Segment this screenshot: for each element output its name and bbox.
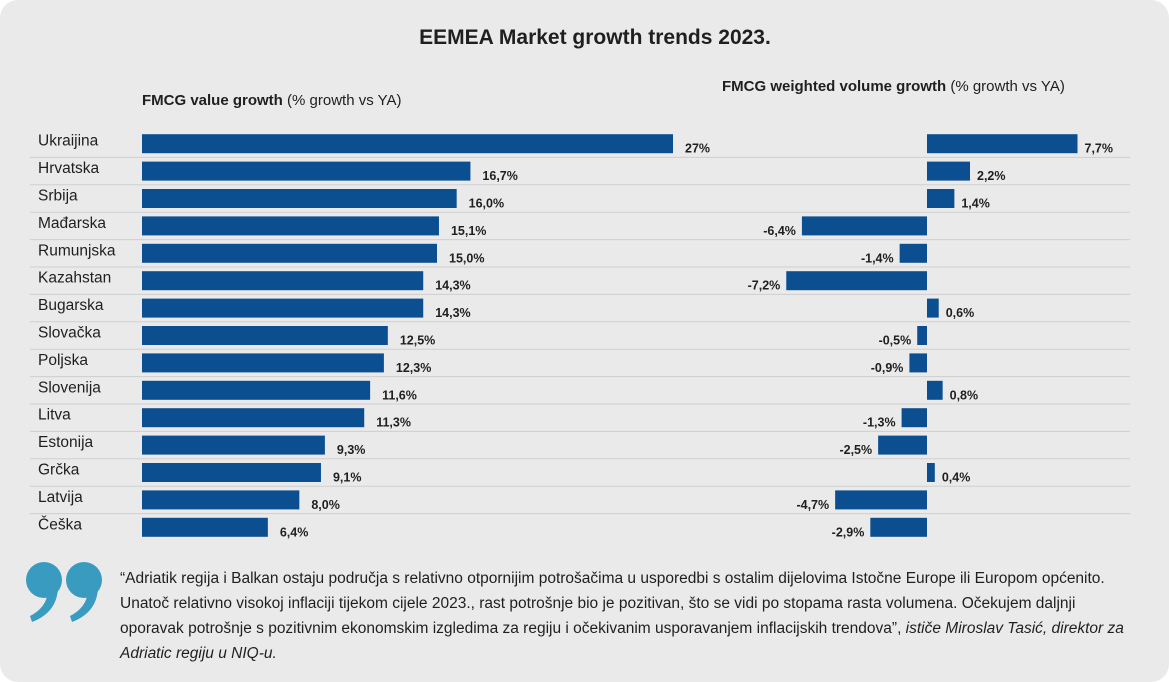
category-label: Latvija <box>38 489 83 506</box>
volume-bar <box>878 435 927 455</box>
category-label: Kazahstan <box>38 270 111 287</box>
value-bar <box>142 435 325 455</box>
value-bar <box>142 517 268 537</box>
left-chart-label: FMCG value growth (% growth vs YA) <box>142 92 402 109</box>
value-bar <box>142 271 424 291</box>
value-data-label: 14,3% <box>435 306 470 320</box>
category-label: Češka <box>38 516 82 533</box>
value-data-label: 12,3% <box>396 361 431 375</box>
volume-bar <box>927 161 970 181</box>
category-label: Bugarska <box>38 297 104 314</box>
quote-mark-icon <box>26 562 102 622</box>
volume-data-label: -2,9% <box>832 525 865 539</box>
value-data-label: 11,6% <box>382 388 417 402</box>
volume-data-label: -1,4% <box>861 251 894 265</box>
value-data-label: 6,4% <box>280 525 309 539</box>
volume-data-label: -4,7% <box>796 498 829 512</box>
category-label: Hrvatska <box>38 160 100 177</box>
left-label-rest: (% growth vs YA) <box>282 92 402 109</box>
value-bar <box>142 134 673 154</box>
value-data-label: 27% <box>685 142 710 156</box>
quote-attribution: ističe Miroslav Tasić, direktor za Adria… <box>120 620 1124 662</box>
category-label: Slovenija <box>38 379 101 396</box>
chart-title: EEMEA Market growth trends 2023. <box>419 26 771 49</box>
value-bar <box>142 380 371 400</box>
volume-data-label: 7,7% <box>1085 142 1114 156</box>
value-bar <box>142 161 471 181</box>
quote-block: “Adriatik regija i Balkan ostaju područj… <box>120 566 1140 666</box>
volume-bar <box>901 408 927 428</box>
volume-bar <box>801 216 927 236</box>
right-label-bold: FMCG weighted volume growth <box>722 78 947 95</box>
volume-data-label: -7,2% <box>748 279 781 293</box>
category-label: Grčka <box>38 462 80 479</box>
category-label: Ukraijina <box>38 133 99 150</box>
value-bar <box>142 326 388 345</box>
value-data-label: 16,7% <box>482 169 517 183</box>
volume-data-label: -0,5% <box>879 334 912 348</box>
volume-data-label: 0,8% <box>950 388 979 402</box>
volume-data-label: -1,3% <box>863 416 896 430</box>
right-chart-label: FMCG weighted volume growth (% growth vs… <box>722 78 1065 95</box>
volume-bar <box>927 134 1078 154</box>
value-bar <box>142 490 300 510</box>
category-label: Poljska <box>38 352 88 369</box>
volume-bar <box>927 189 955 208</box>
category-label: Slovačka <box>38 325 101 342</box>
volume-bar <box>909 353 927 373</box>
value-bar <box>142 189 457 208</box>
value-bar <box>142 463 321 482</box>
value-bar <box>142 298 424 318</box>
value-data-label: 11,3% <box>376 416 411 430</box>
volume-data-label: 1,4% <box>961 197 990 211</box>
value-data-label: 15,0% <box>449 251 484 265</box>
value-data-label: 8,0% <box>311 498 340 512</box>
value-bar <box>142 243 437 263</box>
value-bar <box>142 353 384 373</box>
value-data-label: 9,3% <box>337 443 366 457</box>
volume-data-label: -6,4% <box>763 224 796 238</box>
value-data-label: 16,0% <box>469 197 504 211</box>
category-label: Litva <box>38 407 71 424</box>
volume-bar <box>899 243 927 263</box>
value-data-label: 12,5% <box>400 334 435 348</box>
volume-bar <box>917 326 927 345</box>
volume-bar <box>927 380 943 400</box>
category-label: Rumunjska <box>38 242 116 259</box>
volume-data-label: 0,4% <box>942 471 971 485</box>
volume-bar <box>786 271 927 291</box>
value-bar <box>142 216 439 236</box>
value-data-label: 15,1% <box>451 224 486 238</box>
volume-bar <box>835 490 927 510</box>
volume-bar <box>870 517 927 537</box>
quote-text: “Adriatik regija i Balkan ostaju područj… <box>120 570 1105 637</box>
value-data-label: 14,3% <box>435 279 470 293</box>
value-data-label: 9,1% <box>333 471 362 485</box>
left-label-bold: FMCG value growth <box>142 92 283 109</box>
value-bar <box>142 408 365 428</box>
volume-bar <box>927 463 935 482</box>
right-label-rest: (% growth vs YA) <box>946 78 1065 95</box>
bar-charts: Ukraijina 27% Hrvatska 16,7% Srbija 16,0% Mađa… <box>30 133 1130 539</box>
volume-data-label: 2,2% <box>977 169 1006 183</box>
category-label: Estonija <box>38 434 94 451</box>
volume-data-label: 0,6% <box>946 306 975 320</box>
volume-bar <box>927 298 939 318</box>
category-label: Srbija <box>38 188 78 205</box>
volume-data-label: -0,9% <box>871 361 904 375</box>
volume-data-label: -2,5% <box>839 443 872 457</box>
category-label: Mađarska <box>38 215 106 232</box>
